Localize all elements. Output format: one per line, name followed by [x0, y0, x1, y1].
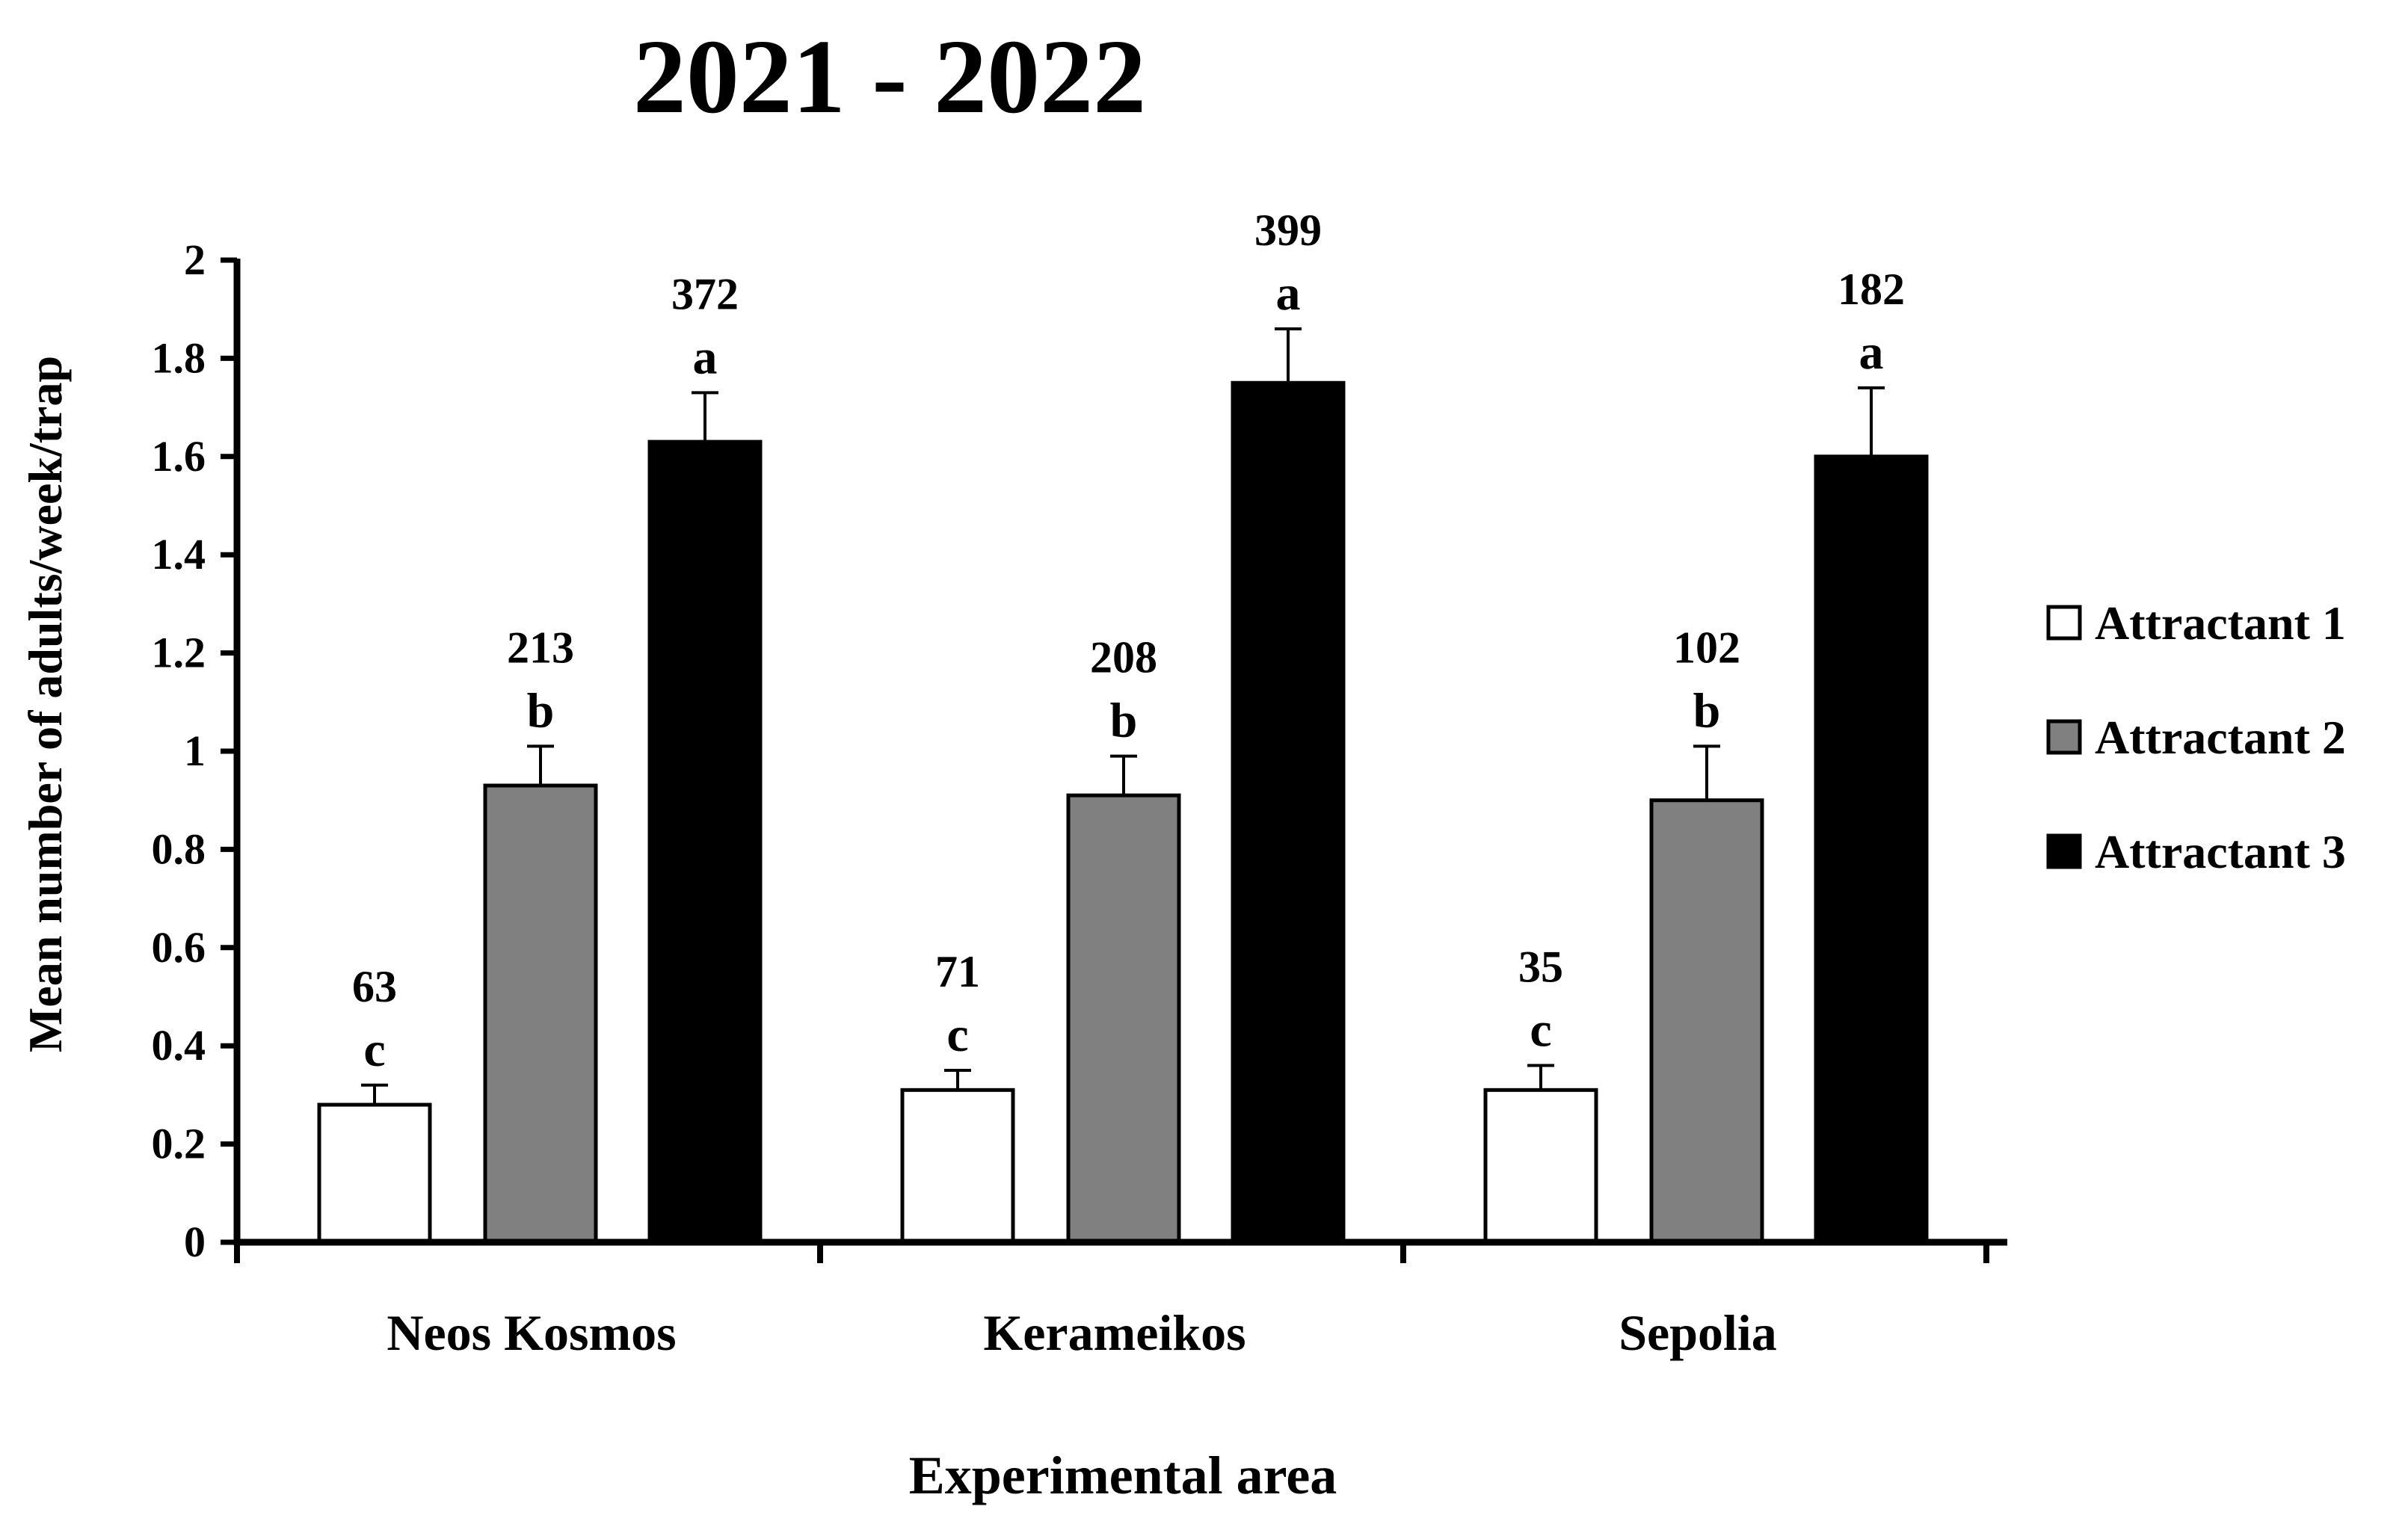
significance-letter: b	[1110, 694, 1138, 748]
bar	[1649, 798, 1764, 1244]
count-label: 182	[1838, 265, 1905, 314]
category-label: Kerameikos	[983, 1304, 1245, 1361]
bar	[1483, 1088, 1598, 1244]
y-tick-label: 1.2	[152, 629, 206, 677]
bar	[1231, 380, 1346, 1244]
significance-letter: c	[1530, 1002, 1551, 1057]
count-label: 399	[1254, 206, 1322, 255]
y-tick-label: 0.4	[152, 1021, 206, 1070]
legend-swatch	[2046, 605, 2082, 641]
bar	[900, 1088, 1015, 1244]
y-tick-label: 0.6	[152, 923, 206, 972]
legend-label: Attractant 2	[2095, 711, 2346, 764]
y-tick-label: 1	[184, 727, 206, 775]
y-tick-label: 1.4	[152, 530, 206, 579]
significance-letter: c	[363, 1022, 385, 1077]
y-tick-label: 0.8	[152, 824, 206, 873]
y-tick-label: 0.2	[152, 1120, 206, 1168]
y-tick-label: 0	[184, 1218, 206, 1266]
legend: Attractant 1 Attractant 2 Attractant 3	[2046, 596, 2346, 878]
bar	[1814, 454, 1929, 1244]
significance-letter: a	[1859, 325, 1884, 380]
significance-letter: a	[1276, 266, 1301, 321]
chart-title: 2021 - 2022	[633, 17, 1146, 135]
category-label: Sepolia	[1619, 1304, 1777, 1361]
significance-letter: a	[693, 330, 718, 384]
count-label: 213	[507, 623, 574, 672]
significance-letter: b	[1693, 683, 1721, 738]
count-label: 208	[1090, 633, 1157, 682]
count-label: 71	[935, 947, 980, 996]
bar	[647, 439, 763, 1244]
legend-label: Attractant 1	[2095, 596, 2346, 650]
y-tick-label: 2	[184, 235, 206, 284]
category-label: Neos Kosmos	[387, 1304, 676, 1361]
y-tick-label: 1.6	[152, 432, 206, 481]
legend-label: Attractant 3	[2095, 825, 2346, 878]
bar	[483, 783, 598, 1244]
legend-swatch	[2046, 833, 2082, 869]
bar	[1066, 793, 1181, 1244]
y-axis-label: Mean number of adults/week/trap	[19, 356, 72, 1052]
count-label: 372	[671, 269, 739, 318]
bar	[317, 1102, 432, 1244]
count-label: 35	[1518, 942, 1563, 991]
y-tick-label: 1.8	[152, 333, 206, 382]
significance-letter: b	[527, 683, 555, 738]
x-axis-label: Experimental area	[909, 1446, 1337, 1505]
count-label: 102	[1673, 623, 1740, 672]
significance-letter: c	[946, 1008, 968, 1062]
legend-swatch	[2046, 719, 2082, 755]
plot-area: 0 0.2 0.4 0.6 0.8 1 1.2 1.4 1.6 1.8 2 c 63 c 71 c 35 b 213…	[152, 206, 2007, 1361]
count-label: 63	[352, 962, 397, 1011]
